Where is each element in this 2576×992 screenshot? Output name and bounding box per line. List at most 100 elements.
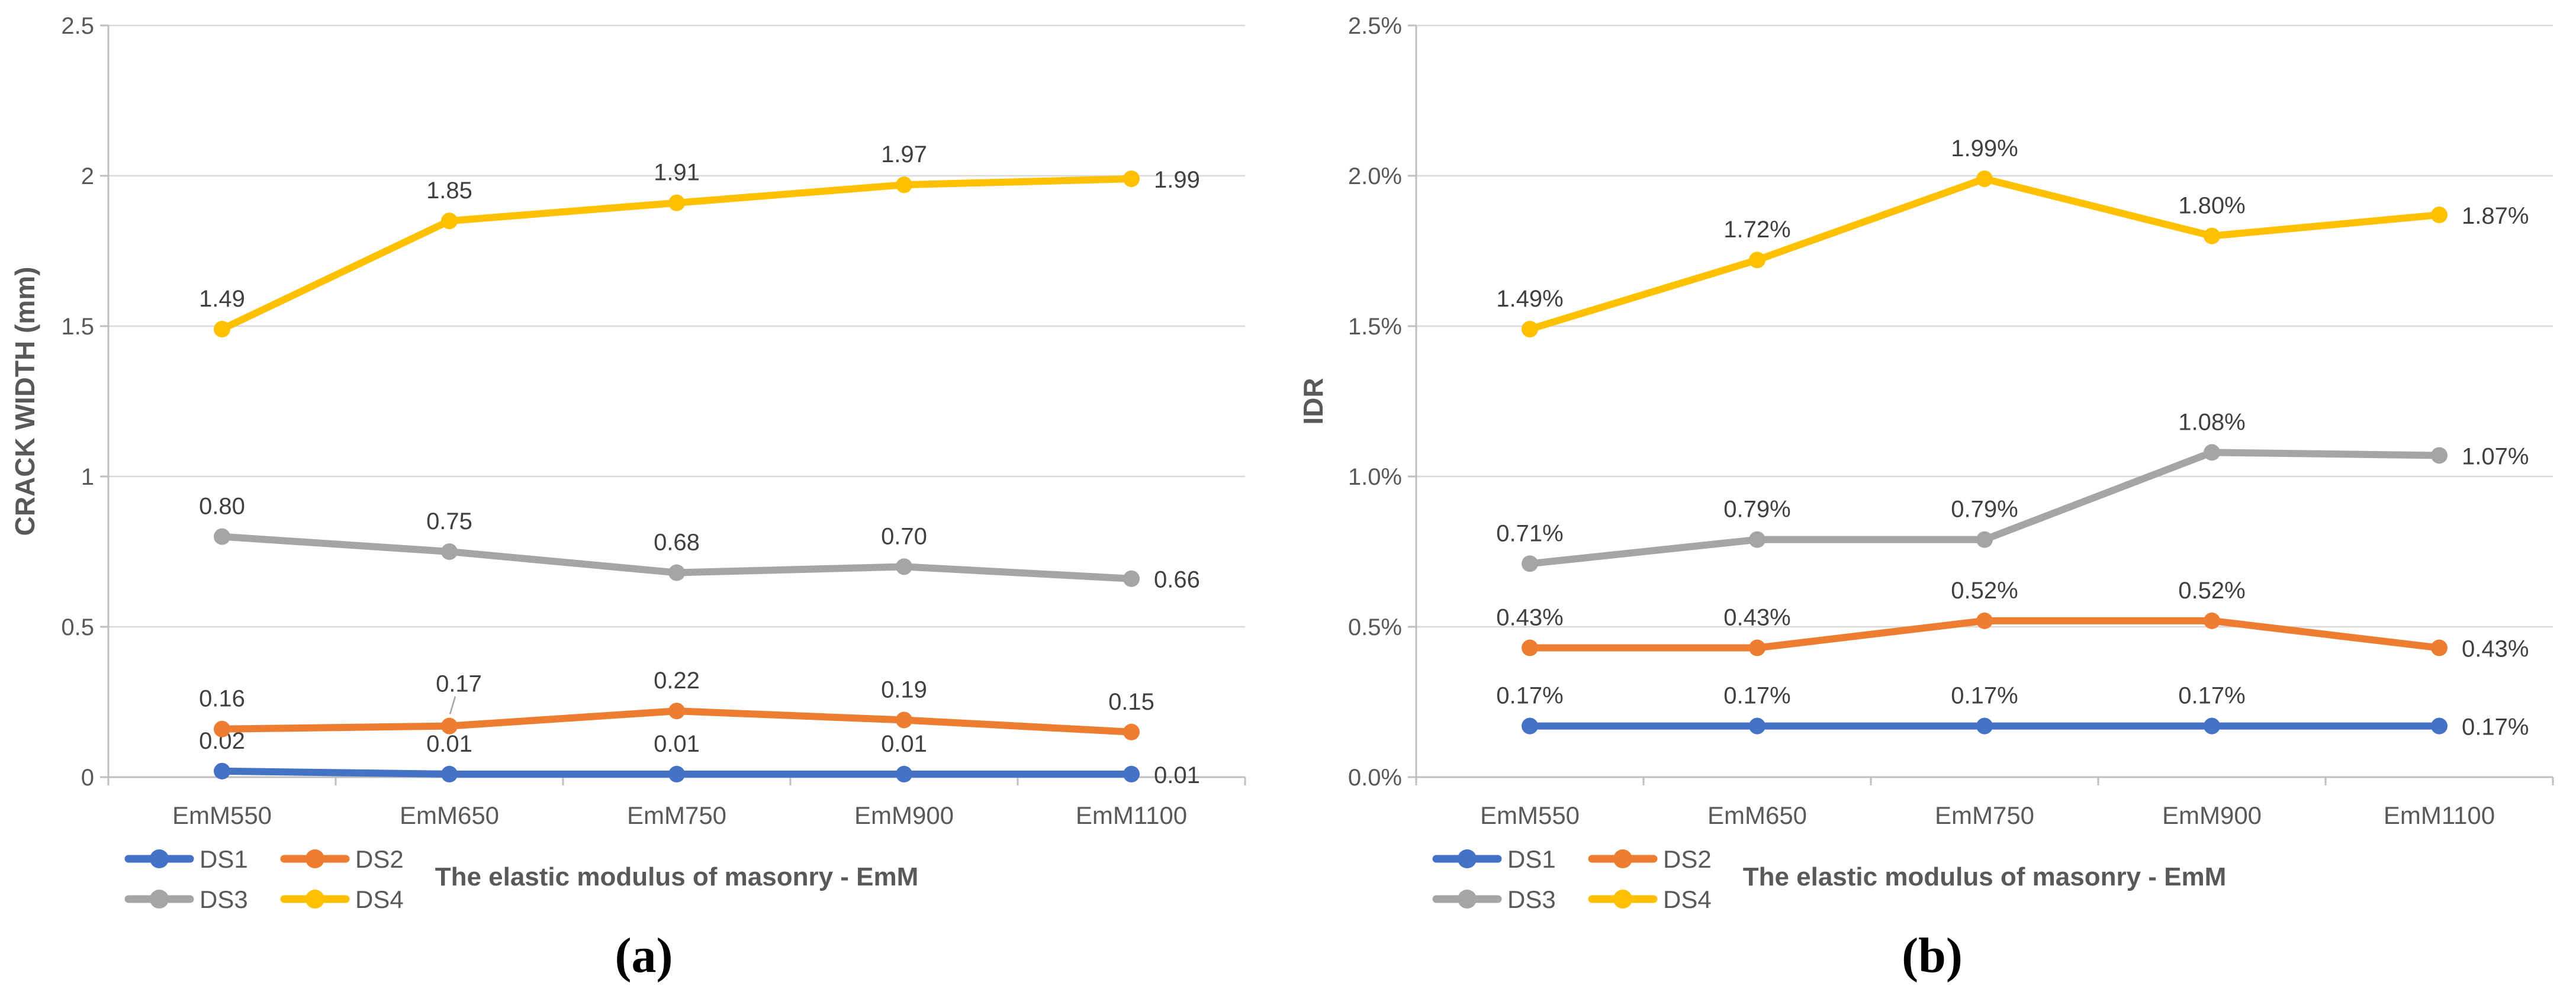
y-axis-title-group: CRACK WIDTH (mm) xyxy=(9,267,40,536)
legend-item-DS3: DS3 xyxy=(124,885,248,913)
caption-a: (a) xyxy=(615,928,673,983)
series-DS3: 0.80 0.75 0.68 0.70 0.66 xyxy=(199,494,1200,593)
category-label: EmM650 xyxy=(1707,801,1807,829)
legend-marker-dot xyxy=(305,849,324,868)
legend-marker-dot xyxy=(1458,890,1477,909)
series-DS4-marker xyxy=(214,321,230,338)
series-DS4-point-label: 1.97 xyxy=(881,141,927,168)
legend-marker-dot xyxy=(150,890,169,909)
category-labels: EmM550 EmM650 EmM750 EmM900 EmM1100 xyxy=(1480,801,2495,829)
series-DS4-marker xyxy=(2431,207,2448,224)
series-DS3-point-label: 1.07% xyxy=(2462,443,2529,469)
series-DS1-point-label: 0.01 xyxy=(1154,762,1200,788)
category-labels: EmM550 EmM650 EmM750 EmM900 EmM1100 xyxy=(172,801,1187,829)
series-DS2-point-label: 0.16 xyxy=(199,686,245,712)
chart-a-canvas: 0 0.5 1 1.5 2 2.5 EmM550 EmM650 EmM750 EmM900 EmM1… xyxy=(9,13,1246,913)
category-label: EmM650 xyxy=(400,801,499,829)
series-DS2-point-label: 0.52% xyxy=(2178,578,2245,604)
caption-b: (b) xyxy=(1902,928,1963,983)
legend-marker-dot xyxy=(1613,849,1632,868)
series-DS4-point-label: 1.49 xyxy=(199,286,245,312)
series-DS3-point-label: 0.68 xyxy=(654,530,700,556)
y-tick-label: 2 xyxy=(81,163,94,189)
series-DS3-marker xyxy=(1749,531,1765,548)
series-DS3-point-label: 0.79% xyxy=(1951,497,2018,523)
category-label: EmM550 xyxy=(172,801,272,829)
series-DS4-point-label: 1.72% xyxy=(1723,217,1790,243)
y-tick-label: 1.5 xyxy=(61,314,94,340)
series-DS1-point-label: 0.17% xyxy=(2178,683,2245,709)
series-DS2-marker xyxy=(2204,612,2220,629)
series-DS3-marker xyxy=(214,528,230,545)
category-label: EmM1100 xyxy=(1076,801,1187,829)
series-DS2-point-label: 0.22 xyxy=(654,668,700,694)
series-DS1-marker xyxy=(668,765,685,782)
legend-item-DS4: DS4 xyxy=(1588,885,1712,913)
series-DS2-marker xyxy=(668,703,685,720)
series-DS1-point-label: 0.17% xyxy=(1496,683,1563,709)
x-axis-title: The elastic modulus of masonry - EmM xyxy=(435,862,919,891)
legend-label: DS1 xyxy=(1507,845,1556,873)
series-DS2: 0.16 0.17 0.22 0.19 0.15 xyxy=(199,668,1154,740)
chart-panel-b: 0.0% 0.5% 1.0% 1.5% 2.0% 2.5% EmM550 EmM650 EmM7… xyxy=(1288,0,2576,992)
series-DS4-marker xyxy=(1123,170,1140,188)
y-tick-label: 1 xyxy=(81,464,94,490)
y-axis-title: IDR xyxy=(1298,378,1329,424)
legend-label: DS1 xyxy=(200,845,248,873)
y-tick-label: 2.5 xyxy=(61,13,94,39)
y-tick-label: 0.0% xyxy=(1348,765,1402,791)
legend-item-DS1: DS1 xyxy=(1432,845,1556,873)
y-tick-label: 1.0% xyxy=(1348,464,1402,490)
legend-label: DS2 xyxy=(355,845,404,873)
series-DS2-point-label: 0.19 xyxy=(881,677,927,703)
category-label: EmM750 xyxy=(1935,801,2034,829)
chart-b-canvas: 0.0% 0.5% 1.0% 1.5% 2.0% 2.5% EmM550 EmM650 EmM7… xyxy=(1298,13,2554,913)
series-DS4: 1.49% 1.72% 1.99% 1.80% 1.87% xyxy=(1496,136,2529,338)
y-tick-label: 1.5% xyxy=(1348,314,1402,340)
category-label: EmM750 xyxy=(627,801,726,829)
series-DS2-point-label: 0.43% xyxy=(1723,605,1790,631)
x-axis-title-group: The elastic modulus of masonry - EmM xyxy=(1743,862,2227,891)
series-DS3-marker xyxy=(1123,570,1140,587)
series-DS1-marker xyxy=(2204,717,2220,735)
x-axis-title: The elastic modulus of masonry - EmM xyxy=(1743,862,2227,891)
series-DS3-point-label: 1.08% xyxy=(2178,409,2245,435)
y-axis-title: CRACK WIDTH (mm) xyxy=(9,267,40,536)
legend-marker-dot xyxy=(305,890,324,909)
series-DS3-marker xyxy=(1976,531,1993,548)
series-DS1-marker xyxy=(1522,717,1538,735)
series-DS3-marker xyxy=(2204,444,2220,461)
y-tick-label: 0 xyxy=(81,765,94,791)
legend-label: DS4 xyxy=(1663,885,1712,913)
y-axis-title-group: IDR xyxy=(1298,378,1329,424)
legend-label: DS2 xyxy=(1663,845,1712,873)
series-DS2-point-label: 0.15 xyxy=(1108,689,1154,715)
legend: DS1 DS2 DS3 DS4 xyxy=(1432,845,1712,913)
series-DS2-marker xyxy=(214,720,230,737)
y-tick-label: 2.0% xyxy=(1348,163,1402,189)
series-DS1: 0.17% 0.17% 0.17% 0.17% 0.17% xyxy=(1496,683,2529,740)
series-DS3-point-label: 0.79% xyxy=(1723,497,1790,523)
y-tick-labels: 0 0.5 1 1.5 2 2.5 xyxy=(61,13,94,791)
series-DS4-marker xyxy=(1976,170,1993,188)
axes xyxy=(1408,24,2554,785)
legend-item-DS4: DS4 xyxy=(280,885,404,913)
series-DS3-point-label: 0.80 xyxy=(199,494,245,520)
series-DS3-marker xyxy=(668,564,685,581)
series-DS4-point-label: 1.87% xyxy=(2462,203,2529,229)
series-DS3-marker xyxy=(441,543,458,560)
series-DS1-marker xyxy=(1123,765,1140,782)
series-DS3-point-label: 0.70 xyxy=(881,523,927,549)
series-DS3-point-label: 0.66 xyxy=(1154,567,1200,593)
series-DS1-marker xyxy=(214,762,230,780)
series-DS4-marker xyxy=(1749,252,1765,269)
series-DS1-marker xyxy=(441,765,458,782)
series-DS1-marker xyxy=(896,765,912,782)
series-DS4-point-label: 1.99% xyxy=(1951,136,2018,162)
series-DS2-point-label: 0.17 xyxy=(436,671,482,697)
series-DS2-marker xyxy=(2431,639,2448,656)
series-DS1-marker xyxy=(1749,717,1765,735)
series-DS2: 0.43% 0.43% 0.52% 0.52% 0.43% xyxy=(1496,578,2529,662)
series-DS1-marker xyxy=(2431,717,2448,735)
